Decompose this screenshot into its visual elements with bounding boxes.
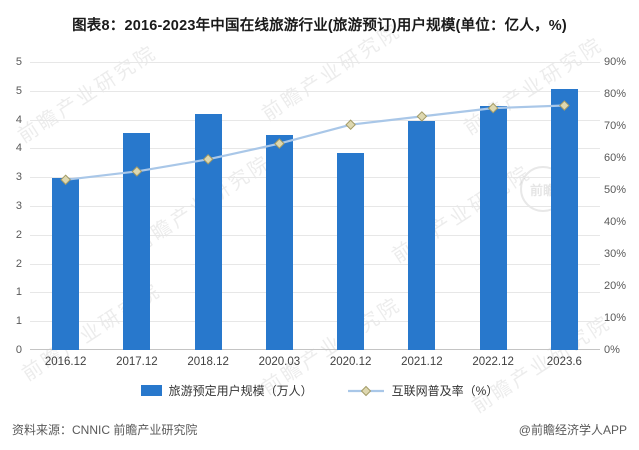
diamond-marker <box>416 111 428 122</box>
source-note: 资料来源：CNNIC 前瞻产业研究院 <box>12 423 198 437</box>
left-tick-label: 3 <box>15 200 22 212</box>
x-tick-label: 2018.12 <box>187 356 229 368</box>
gridline <box>30 263 600 265</box>
left-tick-label: 5 <box>15 56 22 68</box>
chart-title: 图表8：2016-2023年中国在线旅游行业(旅游预订)用户规模(单位：亿人，%… <box>72 18 567 34</box>
x-tick-label: 2022.12 <box>472 356 514 368</box>
diamond-marker <box>131 166 143 177</box>
left-tick-label: 2 <box>15 228 22 241</box>
gridline <box>30 62 600 63</box>
left-axis-ticks: 5 5 4 4 3 3 2 2 1 1 0 <box>0 56 25 356</box>
right-tick-label: 80% <box>604 88 627 100</box>
chart-legend: 旅游预定用户规模（万人） 互联网普及率（%） <box>0 382 639 399</box>
gridline <box>30 177 600 179</box>
diamond-marker <box>274 138 285 149</box>
legend-label: 旅游预定用户规模（万人） <box>168 384 313 398</box>
bar <box>479 106 507 350</box>
right-tick-label: 90% <box>604 56 627 68</box>
gridline <box>30 148 600 150</box>
diamond-marker <box>559 100 570 111</box>
chart-area: 前瞻产业研究院 前瞻产业研究院 前瞻产业研究院 前瞻产业研究院 前瞻产业研究院 前瞻产业研… <box>0 20 639 418</box>
right-tick-label: 0% <box>604 344 620 356</box>
x-tick-label: 2023.6 <box>546 356 582 368</box>
plot-area <box>30 62 600 350</box>
x-tick-label: 2017.12 <box>116 356 158 368</box>
diamond-marker <box>345 119 356 131</box>
left-tick-label: 2 <box>15 257 22 270</box>
right-tick-label: 10% <box>604 312 627 324</box>
left-tick-label: 1 <box>15 286 22 299</box>
line-path <box>65 104 565 181</box>
x-axis-labels: 2016.12 2017.12 2018.12 2020.03 2020.12 2021.… <box>30 356 600 368</box>
bar <box>408 121 436 350</box>
right-tick-label: 40% <box>604 216 627 228</box>
left-tick-label: 5 <box>15 84 22 97</box>
left-tick-label: 3 <box>15 171 22 184</box>
legend-item-line: 互联网普及率（%） <box>347 382 499 399</box>
bar <box>194 113 222 350</box>
left-tick-label: 1 <box>15 315 22 328</box>
diamond-marker <box>60 174 71 186</box>
right-tick-label: 60% <box>604 152 627 164</box>
diamond-marker <box>202 153 214 165</box>
gridline <box>30 206 600 207</box>
penetration-line <box>60 100 570 186</box>
bar <box>265 135 293 350</box>
x-axis-line <box>30 349 600 350</box>
right-tick-label: 20% <box>604 280 627 292</box>
bar <box>550 88 578 350</box>
x-tick-label: 2020.03 <box>258 356 301 368</box>
gridline <box>30 90 600 92</box>
right-tick-label: 70% <box>604 120 627 132</box>
bar <box>337 153 365 350</box>
legend-item-bar: 旅游预定用户规模（万人） <box>140 382 313 399</box>
x-tick-label: 2016.12 <box>44 356 87 368</box>
left-tick-label: 4 <box>15 113 22 126</box>
left-tick-label: 0 <box>15 344 22 356</box>
x-tick-label: 2021.12 <box>401 356 443 368</box>
gridline <box>30 234 600 236</box>
app-credit: @前瞻经济学人APP <box>518 423 627 437</box>
left-tick-label: 4 <box>15 142 22 155</box>
figure-footer: 资料来源：CNNIC 前瞻产业研究院 @前瞻经济学人APP <box>12 421 627 438</box>
bar <box>52 177 80 350</box>
legend-line-swatch <box>347 385 384 396</box>
gridline <box>30 321 600 323</box>
right-tick-label: 30% <box>604 248 627 260</box>
x-tick-label: 2020.12 <box>329 356 372 368</box>
legend-bar-swatch <box>140 385 162 396</box>
legend-label: 互联网普及率（%） <box>391 384 499 398</box>
gridline <box>30 292 600 294</box>
gridline <box>30 119 600 121</box>
diamond-marker <box>487 102 499 114</box>
right-axis-ticks: 90% 80% 70% 60% 50% 40% 30% 20% 10% 0% <box>604 56 638 356</box>
right-tick-label: 50% <box>604 184 627 196</box>
